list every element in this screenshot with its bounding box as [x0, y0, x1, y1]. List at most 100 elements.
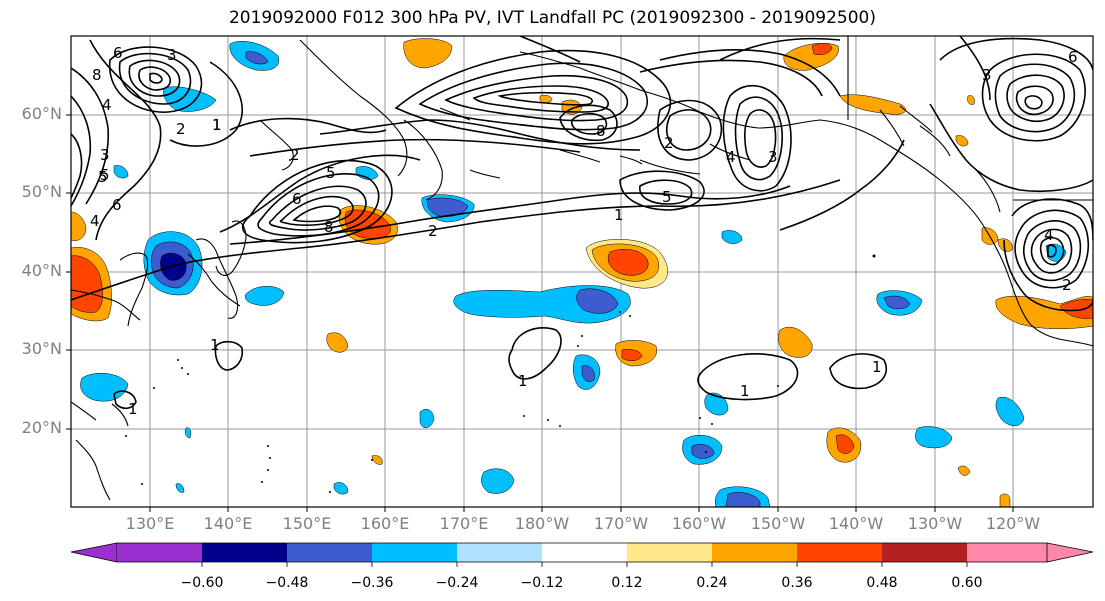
- anomaly-patch: [1059, 299, 1093, 319]
- anomaly-patch: [113, 165, 129, 179]
- contour-label: 8: [92, 66, 102, 84]
- anomaly-patch: [71, 211, 87, 241]
- colorbar-segment: [457, 543, 542, 562]
- colorbar-tick-label: −0.48: [265, 575, 309, 591]
- lon-label: 150°E: [282, 514, 332, 533]
- anomaly-patch: [725, 492, 761, 507]
- colorbar-segment: [627, 543, 712, 562]
- contour-label: 2: [290, 146, 300, 164]
- map-title: 2019092000 F012 300 hPa PV, IVT Landfall…: [228, 8, 876, 28]
- anomaly-patch: [184, 427, 192, 439]
- contour-label: 6: [112, 196, 122, 214]
- anomaly-patch: [955, 135, 969, 147]
- contour-label: 8: [324, 218, 334, 236]
- contour-label: 1: [872, 358, 882, 376]
- contour-label: 1: [210, 336, 220, 354]
- lon-label: 180°W: [514, 514, 570, 533]
- axis-ticks: [66, 114, 1014, 512]
- anomaly-patch: [326, 332, 349, 353]
- anomaly-patch: [621, 349, 643, 361]
- contour-label: 2: [1062, 276, 1072, 294]
- anomaly-patch: [576, 288, 619, 314]
- contour-label: 1: [614, 206, 624, 224]
- anomaly-patch: [721, 230, 743, 244]
- contour-labels: 6 8 4 3 2 1 5 3 5 6 4 8 6 2 8 5 2 1 2 4 …: [90, 44, 1078, 418]
- anomaly-patch: [175, 483, 185, 493]
- contour-label: 6: [113, 44, 123, 62]
- lon-label: 120°W: [985, 514, 1041, 533]
- anomaly-patch: [999, 493, 1011, 507]
- lon-label: 130°E: [125, 514, 175, 533]
- anomaly-patch: [967, 95, 975, 105]
- lat-label: 20°N: [21, 418, 62, 437]
- lon-label: 140°E: [203, 514, 253, 533]
- anomaly-patch: [539, 94, 553, 104]
- anomaly-patch: [995, 396, 1025, 426]
- colorbar-segment: [1046, 542, 1094, 563]
- contour-label: 3: [100, 146, 110, 164]
- colorbar-segment: [117, 543, 202, 562]
- contour-label: 3: [768, 148, 778, 166]
- contour-label: 1: [518, 372, 528, 390]
- contour-label: 5: [662, 188, 672, 206]
- anomaly-patch: [607, 249, 649, 276]
- anomaly-patch: [778, 326, 813, 358]
- anomaly-patch: [811, 43, 833, 55]
- lon-label: 150°W: [750, 514, 806, 533]
- contour-label: 2: [428, 222, 438, 240]
- anomaly-patch: [997, 238, 1013, 252]
- island-markers: [125, 159, 876, 493]
- anomaly-patch: [333, 482, 349, 495]
- anomaly-patch: [581, 365, 595, 382]
- anomaly-patch: [245, 51, 269, 65]
- lon-label: 160°W: [671, 514, 727, 533]
- contour-label: 6: [1068, 48, 1078, 66]
- colorbar-tick-label: −0.12: [520, 575, 564, 591]
- colorbar-segment: [797, 543, 882, 562]
- contour-label: 1: [212, 116, 222, 134]
- coastlines: [71, 36, 1093, 501]
- anomaly-patch: [80, 372, 129, 402]
- anomaly-patch: [957, 465, 971, 476]
- colorbar-tick-label: 0.12: [611, 575, 643, 591]
- lat-label: 50°N: [21, 182, 62, 201]
- colorbar-tick-label: 0.48: [866, 575, 898, 591]
- contour-label: 4: [1044, 226, 1054, 244]
- colorbar-segment: [882, 543, 967, 562]
- colorbar-tick-label: −0.36: [350, 575, 394, 591]
- contour-label: 2: [176, 120, 186, 138]
- colorbar-tick-label: −0.60: [180, 575, 224, 591]
- anomaly-patch: [71, 255, 103, 313]
- anomaly-patch: [691, 444, 715, 459]
- colorbar-tick-label: 0.36: [781, 575, 813, 591]
- anomaly-patch: [883, 295, 911, 309]
- anomaly-patch: [403, 38, 453, 69]
- anomaly-patch: [419, 409, 435, 428]
- colorbar-segment: [202, 543, 287, 562]
- colorbar-segment: [712, 543, 797, 562]
- colorbar: [70, 542, 1094, 567]
- contour-label: 4: [90, 212, 100, 230]
- map-plot-area: 6 8 4 3 2 1 5 3 5 6 4 8 6 2 8 5 2 1 2 4 …: [71, 36, 1093, 507]
- anomaly-patch: [704, 392, 729, 416]
- anomaly-patch: [481, 468, 515, 494]
- colorbar-segment: [542, 543, 627, 562]
- contour-label: 4: [102, 96, 112, 114]
- contour-label: 5: [98, 168, 108, 186]
- anomaly-patch: [245, 286, 285, 306]
- contour-label: 2: [664, 134, 674, 152]
- lon-label: 140°W: [828, 514, 884, 533]
- lon-label: 160°E: [360, 514, 410, 533]
- colorbar-tick-label: 0.24: [696, 575, 728, 591]
- anomaly-patch: [839, 94, 907, 115]
- anomaly-patch: [371, 455, 383, 465]
- colorbar-tick-label: 0.60: [951, 575, 983, 591]
- colorbar-tick-label: −0.24: [435, 575, 479, 591]
- lon-label: 130°W: [907, 514, 963, 533]
- lat-label: 40°N: [21, 261, 62, 280]
- anomaly-patch: [915, 426, 953, 449]
- contour-label: 5: [100, 166, 110, 184]
- colorbar-segment: [372, 543, 457, 562]
- colorbar-segment: [967, 543, 1047, 562]
